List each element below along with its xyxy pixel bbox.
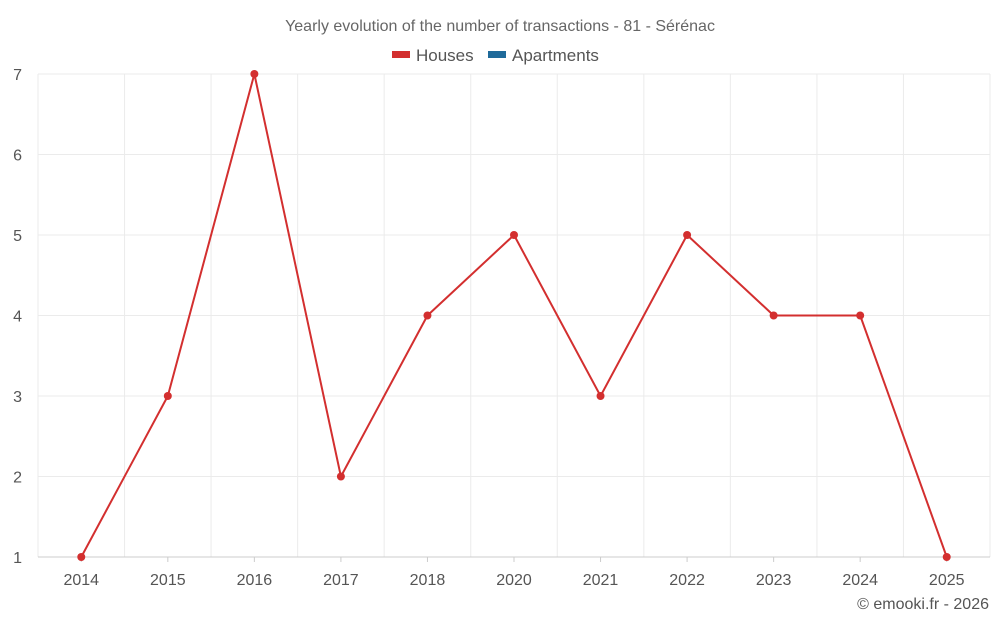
data-point-houses[interactable] [942,553,951,561]
y-tick-label: 6 [13,148,22,165]
x-tick-label: 2021 [583,572,619,589]
data-point-houses[interactable] [163,392,172,400]
data-point-houses[interactable] [77,553,86,561]
data-point-houses[interactable] [423,311,432,320]
legend-swatch-houses[interactable] [392,51,410,58]
data-point-houses[interactable] [510,231,518,239]
legend: Houses Apartments [392,46,599,65]
data-point-houses[interactable] [336,472,345,481]
x-tick-label: 2022 [669,572,705,589]
data-point-houses[interactable] [250,70,259,78]
x-tick-label: 2025 [929,572,965,589]
legend-label-apartments[interactable]: Apartments [512,46,599,65]
y-tick-label: 5 [13,228,22,245]
x-tick-label: 2020 [496,572,532,589]
chart-title: Yearly evolution of the number of transa… [285,18,715,35]
legend-label-houses[interactable]: Houses [416,46,474,65]
x-tick-label: 2016 [237,572,273,589]
x-tick-label: 2024 [842,572,878,589]
data-point-houses[interactable] [769,311,778,320]
x-tick-label: 2018 [410,572,446,589]
y-tick-label: 4 [13,309,22,326]
x-tick-label: 2023 [756,572,792,589]
y-tick-label: 1 [13,550,22,567]
x-tick-label: 2017 [323,572,359,589]
axes: 1 2 3 4 5 6 7 2014 2015 2016 2017 2018 2020 2021 2022 2… [13,67,990,589]
series-layer [77,70,951,561]
y-tick-label: 3 [13,389,22,406]
y-tick-label: 2 [13,470,22,487]
x-tick-label: 2015 [150,572,186,589]
data-point-houses[interactable] [683,231,692,239]
legend-swatch-apartments[interactable] [488,51,506,58]
x-tick-label: 2014 [63,572,99,589]
data-point-houses[interactable] [856,311,865,320]
data-point-houses[interactable] [596,392,605,400]
y-tick-label: 7 [13,67,22,84]
credit-text: © emooki.fr - 2026 [857,596,989,613]
